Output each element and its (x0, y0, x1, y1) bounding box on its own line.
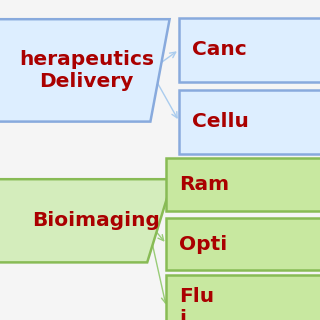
FancyBboxPatch shape (166, 158, 320, 211)
FancyBboxPatch shape (166, 218, 320, 270)
Text: Flu
i: Flu i (179, 287, 214, 320)
FancyBboxPatch shape (166, 275, 320, 320)
Text: Opti: Opti (179, 235, 228, 253)
Text: herapeutics
Delivery: herapeutics Delivery (19, 50, 154, 91)
FancyBboxPatch shape (179, 18, 320, 82)
Text: Cellu: Cellu (192, 112, 249, 131)
Polygon shape (0, 19, 170, 122)
Text: Ram: Ram (179, 175, 229, 194)
Text: Bioimaging: Bioimaging (32, 211, 160, 230)
Polygon shape (0, 179, 173, 262)
Text: Canc: Canc (192, 40, 247, 59)
FancyBboxPatch shape (179, 90, 320, 154)
